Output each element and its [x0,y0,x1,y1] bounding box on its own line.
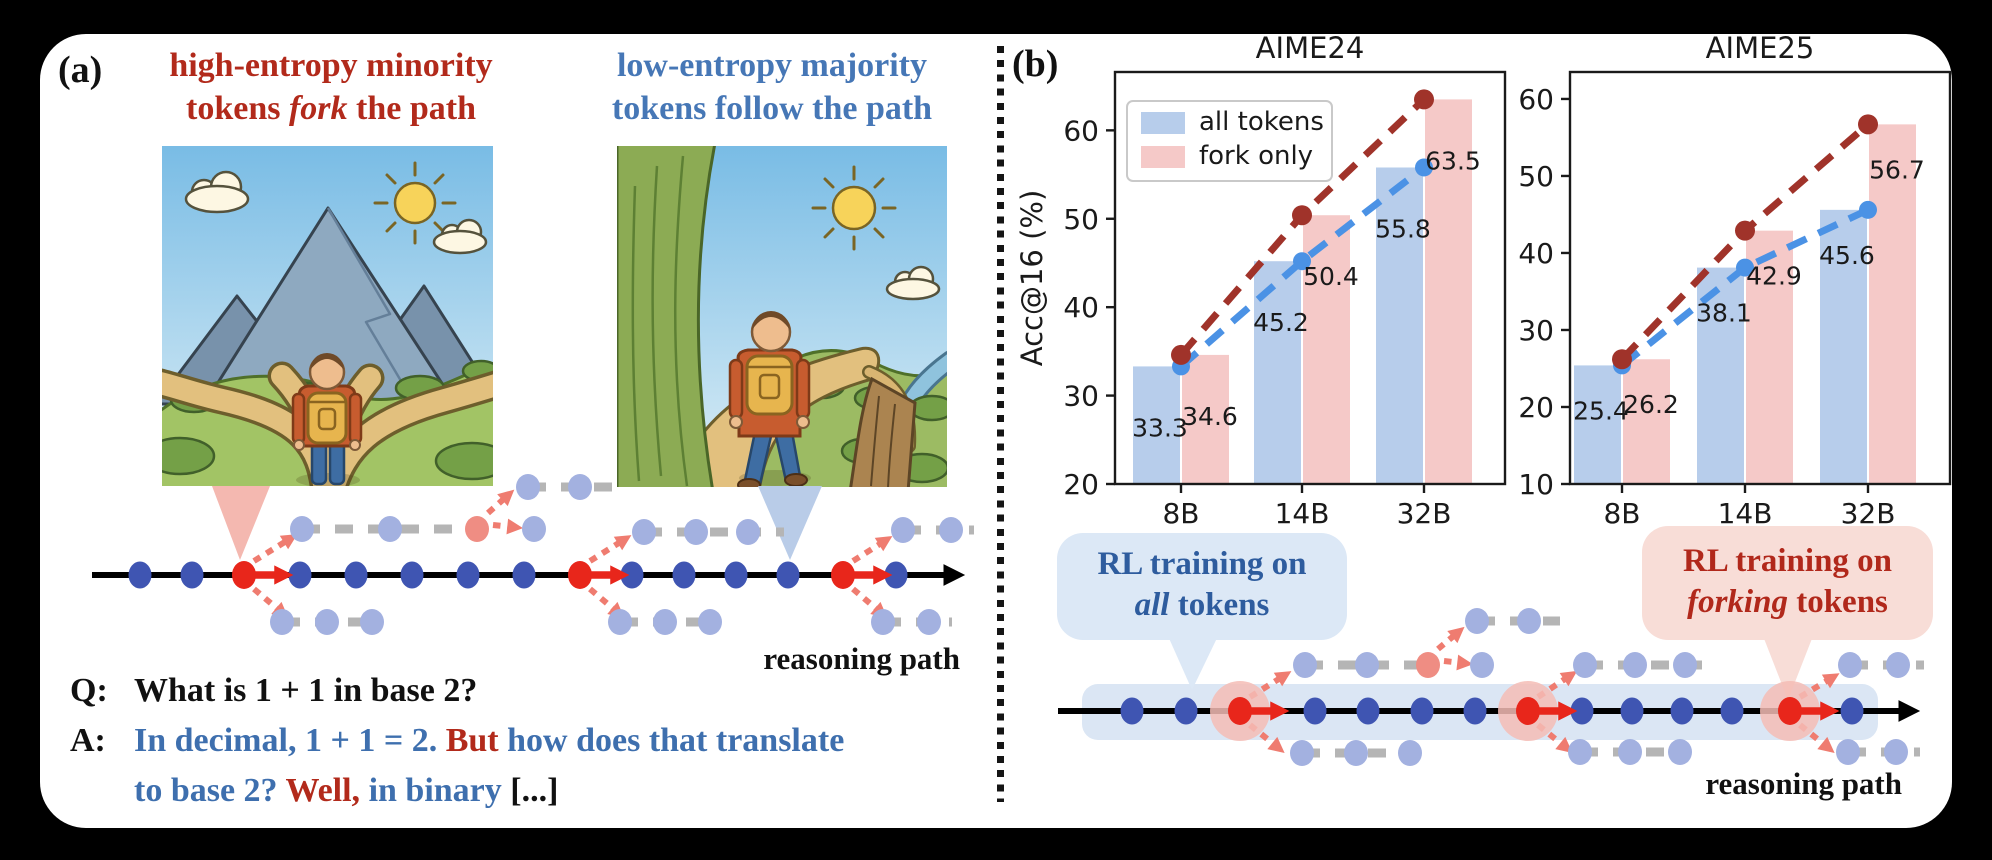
heading-low-entropy-line2: tokens follow the path [611,90,933,127]
heading-low-entropy-line1: low-entropy majority [616,47,928,84]
illustration-forking-paths [162,146,493,486]
cloud [885,265,941,301]
illustration-single-path [617,146,947,487]
ridge-texture [631,155,689,487]
cliff-face [849,376,917,487]
question-text: What is 1 + 1 in base 2? [134,672,478,709]
sun-icon [811,165,897,251]
a-label: A: [70,722,106,759]
clouds [184,170,488,255]
callout-rl-forking-tokens: RL training on forking tokens [1642,526,1933,640]
panel-b-label: (b) [1012,43,1059,85]
q-label: Q: [70,672,108,709]
qa-example: Q: What is 1 + 1 in base 2? A: In decima… [70,666,970,816]
reasoning-path-label-b: reasoning path [1705,766,1902,801]
callout-rl-all-tokens: RL training on all tokens [1057,533,1347,640]
heading-low-entropy: low-entropy majority tokens follow the p… [572,44,972,130]
answer-row: A: In decimal, 1 + 1 = 2. But how does t… [70,716,970,816]
sun-icon [373,161,457,245]
heading-high-entropy: high-entropy minority tokens fork the pa… [111,44,551,130]
ridge [617,146,716,487]
panel-divider [997,46,1004,802]
hiker [291,353,363,486]
question-row: Q: What is 1 + 1 in base 2? [70,666,970,716]
heading-high-entropy-line1: high-entropy minority [169,47,493,84]
heading-high-entropy-line2: tokens fork the path [186,90,476,127]
reasoning-path-label-a: reasoning path [763,641,960,676]
cliff-texture [870,395,896,487]
answer-text: In decimal, 1 + 1 = 2. But how does that… [134,722,845,809]
hiker [728,311,811,487]
panel-a-label: (a) [58,49,103,91]
